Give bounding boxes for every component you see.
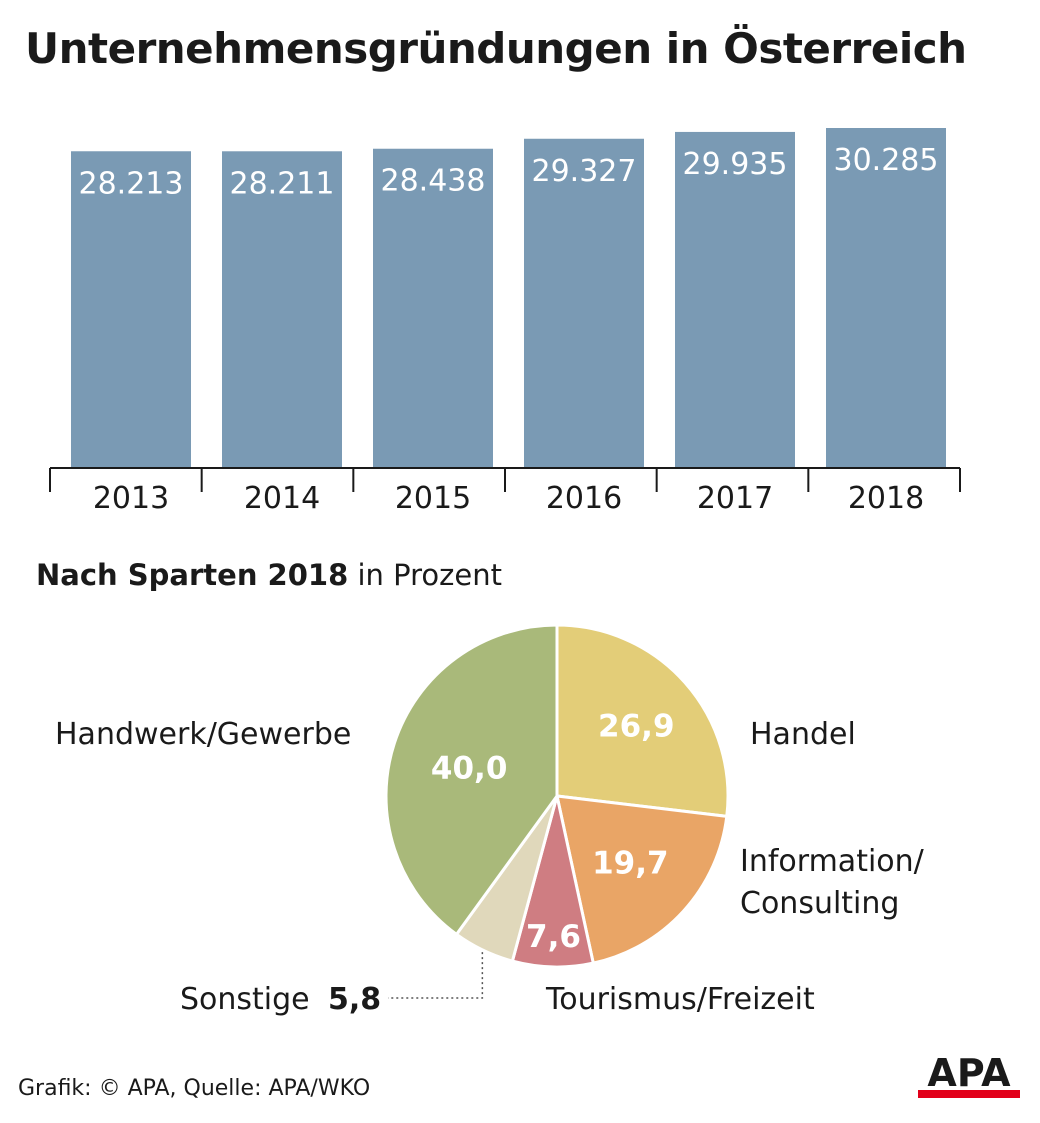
pie-chart: 26,9 19,7 7,6 40,0 Handel Information/Consult…	[55, 623, 925, 1017]
pie-category-label: Consulting	[740, 886, 899, 921]
sonstige-leader-line	[388, 952, 484, 999]
x-tick-label: 2016	[546, 481, 622, 516]
bar-2014	[222, 151, 342, 469]
apa-logo-text: APA	[927, 1052, 1011, 1095]
apa-logo: APA	[918, 1052, 1020, 1098]
bar-2016	[524, 138, 644, 468]
bar-value-label: 29.327	[532, 154, 637, 189]
x-tick-label: 2017	[697, 481, 773, 516]
bar-2015	[373, 148, 493, 469]
source-credit: Grafik: © APA, Quelle: APA/WKO	[18, 1076, 371, 1101]
bar-value-label: 28.438	[381, 164, 486, 199]
bar-chart: 28.213 2013 28.211 2014 28.438 2015 29.327 2016…	[49, 128, 961, 516]
pie-category-label: Handel	[750, 717, 856, 752]
chart-title: Unternehmensgründungen in Österreich	[25, 24, 967, 73]
bar-2018	[826, 128, 946, 468]
pie-value-label: 40,0	[431, 750, 508, 786]
x-tick-label: 2015	[395, 481, 471, 516]
bar-value-label: 28.213	[79, 166, 184, 201]
pie-category-label: Handwerk/Gewerbe	[55, 717, 351, 752]
pie-value-label: 26,9	[598, 709, 675, 745]
pie-subtitle-rest: in Prozent	[348, 558, 502, 592]
pie-value-label: 7,6	[526, 919, 581, 955]
pie-subtitle-bold: Nach Sparten 2018	[36, 558, 349, 592]
pie-subtitle: Nach Sparten 2018 in Prozent	[36, 558, 502, 592]
pie-category-label: Sonstige	[180, 982, 310, 1017]
pie-category-label: Information/	[740, 844, 925, 879]
pie-value-label: 19,7	[592, 846, 669, 882]
bar-value-label: 29.935	[683, 147, 788, 182]
bar-value-label: 28.211	[230, 166, 335, 201]
x-tick-label: 2014	[244, 481, 320, 516]
bar-2017	[675, 131, 795, 469]
pie-category-label: Tourismus/Freizeit	[545, 982, 815, 1017]
pie-slice	[384, 623, 559, 937]
x-tick-label: 2013	[93, 481, 169, 516]
pie-slice	[555, 623, 730, 819]
pie-value-label-outside: 5,8	[328, 982, 381, 1017]
x-tick-label: 2018	[848, 481, 924, 516]
pie-slice	[555, 794, 729, 965]
bar-2013	[71, 151, 191, 468]
bar-value-label: 30.285	[834, 143, 939, 178]
apa-logo-bar	[918, 1090, 1020, 1098]
